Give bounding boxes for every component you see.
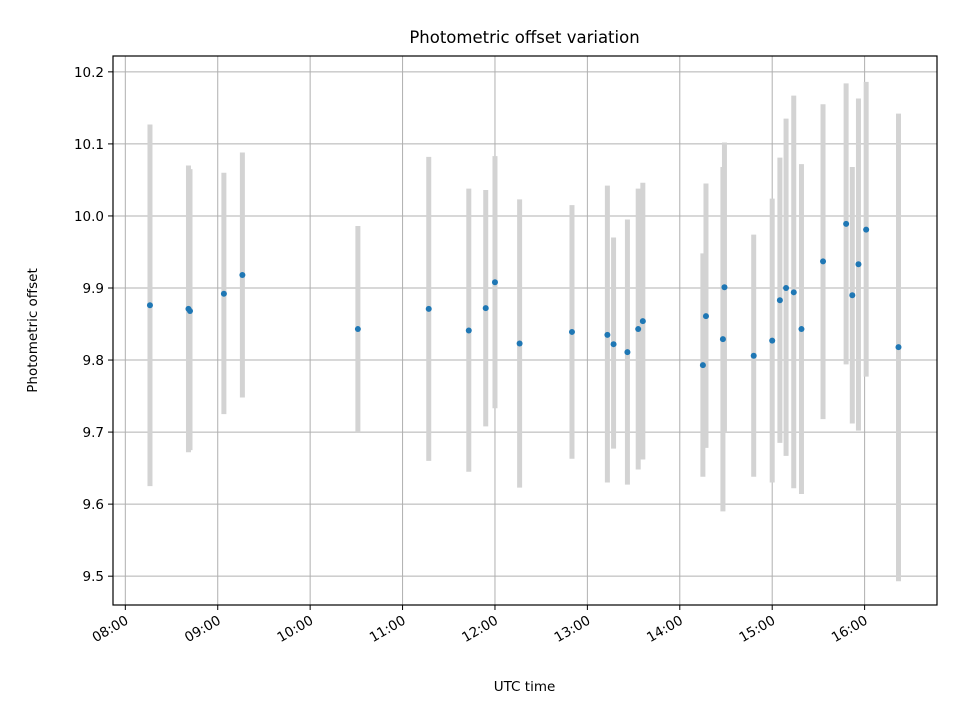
plot-frame [112, 55, 938, 606]
data-point [895, 344, 902, 351]
data-point [719, 336, 726, 343]
data-point [721, 284, 728, 291]
y-tick-label: 10.2 [74, 65, 104, 81]
data-point [855, 261, 862, 268]
data-point [750, 352, 757, 359]
data-point [635, 326, 642, 333]
y-tick-label: 9.9 [83, 281, 104, 297]
data-point [146, 302, 153, 309]
data-point [610, 341, 617, 348]
data-point [491, 279, 498, 286]
data-point [863, 226, 870, 233]
y-tick-label: 9.5 [83, 569, 104, 585]
data-point [516, 340, 523, 347]
data-point [354, 326, 361, 333]
y-axis: 9.5 9.6 9.7 9.8 9.9 10.0 10.1 10.2 [74, 65, 113, 585]
chart-title: Photometric offset variation [409, 28, 639, 47]
data-point [699, 362, 706, 369]
data-point [239, 272, 246, 279]
data-point [482, 305, 489, 312]
data-point [187, 308, 194, 315]
data-points [146, 220, 902, 369]
y-tick-label: 9.6 [83, 497, 104, 513]
data-point [798, 326, 805, 333]
data-point [776, 297, 783, 304]
data-point [790, 289, 797, 296]
y-tick-label: 9.7 [83, 425, 104, 441]
y-axis-label: Photometric offset [25, 268, 41, 392]
data-point [220, 290, 227, 297]
data-point [568, 328, 575, 335]
data-point [604, 331, 611, 338]
data-point [820, 258, 827, 265]
data-point [769, 337, 776, 344]
y-tick-label: 9.8 [83, 353, 104, 369]
data-point [639, 318, 646, 325]
x-axis-label: UTC time [494, 679, 556, 695]
data-point [843, 220, 850, 227]
data-point [849, 292, 856, 299]
data-point [465, 327, 472, 334]
data-point [425, 305, 432, 312]
y-tick-label: 10.1 [74, 137, 104, 153]
data-point [624, 349, 631, 356]
data-point [783, 284, 790, 291]
data-point [702, 313, 709, 320]
y-tick-label: 10.0 [74, 209, 104, 225]
